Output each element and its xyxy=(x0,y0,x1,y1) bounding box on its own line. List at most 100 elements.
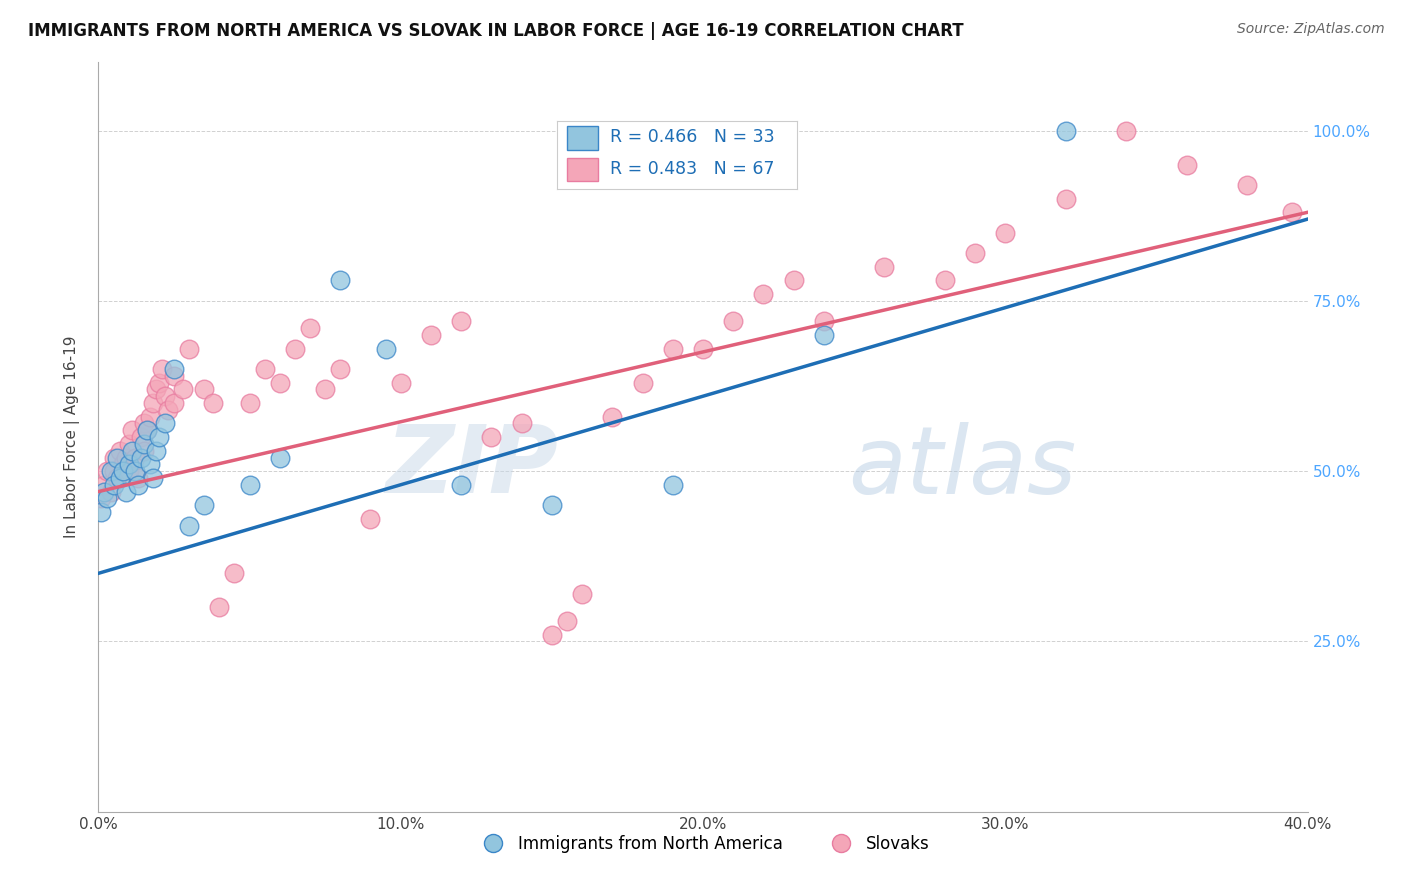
Point xyxy=(692,342,714,356)
Point xyxy=(139,458,162,472)
Point xyxy=(132,417,155,431)
Point xyxy=(105,450,128,465)
Point xyxy=(135,423,157,437)
Point xyxy=(314,383,336,397)
Point xyxy=(193,383,215,397)
Point xyxy=(103,464,125,478)
Point xyxy=(108,471,131,485)
Point xyxy=(135,423,157,437)
FancyBboxPatch shape xyxy=(567,158,598,181)
Point xyxy=(103,450,125,465)
Point xyxy=(299,321,322,335)
Text: Source: ZipAtlas.com: Source: ZipAtlas.com xyxy=(1237,22,1385,37)
Point xyxy=(571,587,593,601)
Point xyxy=(420,327,443,342)
Point xyxy=(114,450,136,465)
Point xyxy=(132,437,155,451)
Point xyxy=(269,376,291,390)
Point xyxy=(555,614,578,628)
Point xyxy=(481,430,503,444)
Point xyxy=(193,498,215,512)
Point xyxy=(172,383,194,397)
Point xyxy=(118,437,141,451)
Point xyxy=(752,287,775,301)
Point xyxy=(934,273,956,287)
Point xyxy=(813,314,835,328)
Point xyxy=(269,450,291,465)
Point xyxy=(1115,123,1137,137)
Text: R = 0.466   N = 33: R = 0.466 N = 33 xyxy=(610,128,775,146)
Point xyxy=(129,430,152,444)
Point xyxy=(124,450,146,465)
Point xyxy=(1054,123,1077,137)
Point xyxy=(100,484,122,499)
Point xyxy=(139,409,162,424)
Point xyxy=(127,477,149,491)
Point xyxy=(239,396,262,410)
Point xyxy=(103,477,125,491)
Text: atlas: atlas xyxy=(848,422,1077,513)
Point xyxy=(540,627,562,641)
Point xyxy=(90,505,112,519)
Point xyxy=(661,477,683,491)
Point xyxy=(145,383,167,397)
Point xyxy=(121,423,143,437)
Point xyxy=(540,498,562,512)
Point xyxy=(329,273,352,287)
Point xyxy=(224,566,246,581)
Point xyxy=(114,484,136,499)
Point xyxy=(450,314,472,328)
Point xyxy=(129,450,152,465)
Point xyxy=(142,471,165,485)
Point xyxy=(783,273,806,287)
Point xyxy=(96,464,118,478)
Point xyxy=(602,409,624,424)
Point xyxy=(1054,192,1077,206)
Point xyxy=(389,376,412,390)
Point xyxy=(121,443,143,458)
Point xyxy=(111,458,134,472)
Point xyxy=(153,389,176,403)
Point xyxy=(360,512,382,526)
Point xyxy=(179,518,201,533)
Point xyxy=(510,417,533,431)
Point xyxy=(148,430,170,444)
Point xyxy=(111,464,134,478)
Point xyxy=(284,342,307,356)
Point xyxy=(100,464,122,478)
Point xyxy=(93,484,115,499)
Point xyxy=(329,362,352,376)
Point xyxy=(153,417,176,431)
Point xyxy=(450,477,472,491)
Point xyxy=(239,477,262,491)
Y-axis label: In Labor Force | Age 16-19: In Labor Force | Age 16-19 xyxy=(63,335,80,539)
Text: R = 0.483   N = 67: R = 0.483 N = 67 xyxy=(610,160,775,178)
Point xyxy=(631,376,654,390)
Point xyxy=(156,402,179,417)
Point xyxy=(118,464,141,478)
Point xyxy=(90,491,112,506)
Point xyxy=(163,368,186,383)
Point xyxy=(723,314,745,328)
Point xyxy=(813,327,835,342)
Point xyxy=(179,342,201,356)
Point xyxy=(163,362,186,376)
Legend: Immigrants from North America, Slovaks: Immigrants from North America, Slovaks xyxy=(470,829,936,860)
Point xyxy=(1175,158,1198,172)
Text: ZIP: ZIP xyxy=(385,421,558,513)
Point xyxy=(1236,178,1258,192)
Point xyxy=(127,471,149,485)
Point xyxy=(132,443,155,458)
Point xyxy=(105,471,128,485)
Point xyxy=(1281,205,1303,219)
Point xyxy=(208,600,231,615)
Point xyxy=(148,376,170,390)
FancyBboxPatch shape xyxy=(567,127,598,150)
Point xyxy=(145,443,167,458)
Point xyxy=(142,396,165,410)
Point xyxy=(873,260,896,274)
Point xyxy=(108,443,131,458)
Point xyxy=(661,342,683,356)
Point xyxy=(96,491,118,506)
Point xyxy=(163,396,186,410)
